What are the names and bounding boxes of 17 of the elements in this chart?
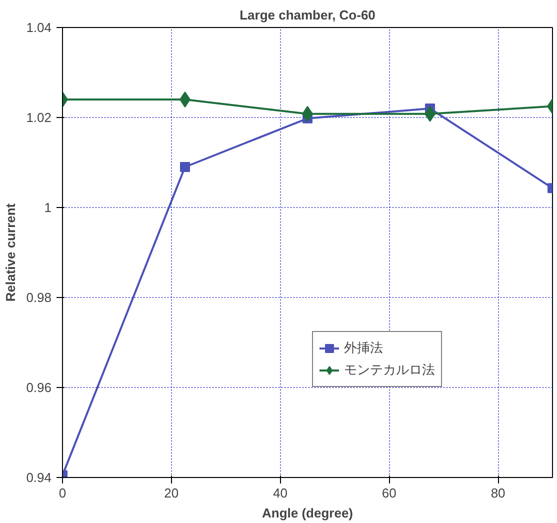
y-tick-label: 1: [44, 200, 52, 215]
legend-label: モンテカルロ法: [344, 362, 435, 379]
y-tick-label: 1.02: [26, 110, 52, 125]
y-tick-label: 1.04: [26, 20, 52, 35]
y-tick-label: 0.94: [26, 470, 52, 485]
legend-label: 外挿法: [344, 340, 383, 357]
x-tick-label: 60: [382, 486, 396, 500]
y-axis-title: Relative current: [3, 202, 18, 302]
x-tick-label: 0: [58, 486, 66, 500]
x-axis-title: Angle (degree): [262, 506, 354, 520]
chart-title: Large chamber, Co-60: [240, 8, 376, 22]
x-tick-label: 80: [490, 486, 506, 500]
y-tick-label: 0.98: [26, 290, 52, 305]
y-tick-label: 0.96: [26, 380, 52, 395]
point: [180, 162, 190, 172]
x-tick-label: 40: [273, 486, 288, 500]
x-tick-label: 20: [164, 486, 179, 500]
